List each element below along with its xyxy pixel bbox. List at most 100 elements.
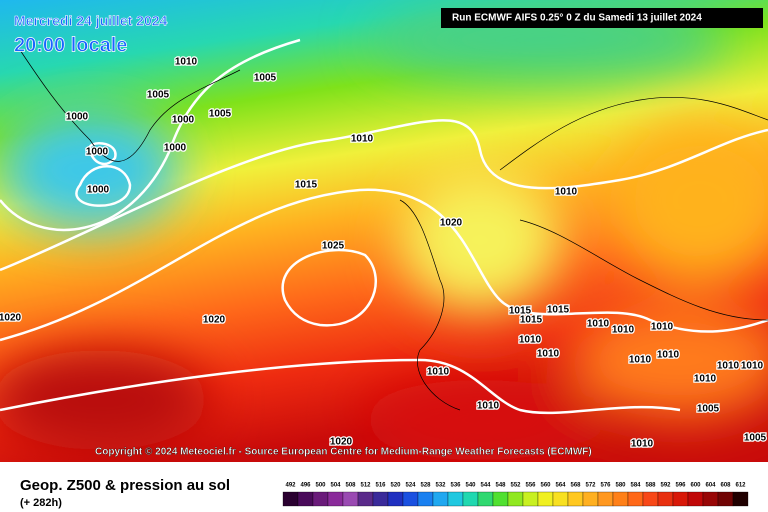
legend-label: 612 xyxy=(735,483,746,489)
legend-label: 524 xyxy=(405,483,416,489)
legend-label: 496 xyxy=(300,483,311,489)
run-info: Run ECMWF AIFS 0.25° 0 Z du Samedi 13 ju… xyxy=(452,13,702,24)
isobar-label: 1000 xyxy=(86,147,109,158)
isobar-label: 1010 xyxy=(612,325,635,336)
legend-label: 516 xyxy=(375,483,386,489)
legend-swatch xyxy=(312,491,329,507)
legend-label: 508 xyxy=(345,483,356,489)
legend-label: 500 xyxy=(315,483,326,489)
isobar-label: 1000 xyxy=(66,112,89,123)
legend-label: 560 xyxy=(540,483,551,489)
legend-label: 576 xyxy=(600,483,611,489)
legend-swatch xyxy=(342,491,359,507)
isobar-label: 1010 xyxy=(631,439,654,450)
legend-label: 536 xyxy=(450,483,461,489)
footer-lead: (+ 282h) xyxy=(20,497,62,509)
footer-title: Geop. Z500 & pression au sol xyxy=(20,477,230,494)
legend-swatch xyxy=(552,491,569,507)
legend-label: 540 xyxy=(465,483,476,489)
legend-swatch xyxy=(507,491,524,507)
isobar-label: 1020 xyxy=(330,437,353,448)
legend-label: 520 xyxy=(390,483,401,489)
legend-label: 552 xyxy=(510,483,521,489)
legend-label: 604 xyxy=(705,483,716,489)
color-legend: 492 496 500 504 508 512 516 520 524 528 532 536 540 5… xyxy=(282,483,749,507)
isobar-label: 1010 xyxy=(427,367,450,378)
legend-swatch xyxy=(357,491,374,507)
isobar-label: 1025 xyxy=(322,241,345,252)
legend-label: 592 xyxy=(660,483,671,489)
legend-label: 528 xyxy=(420,483,431,489)
legend-swatch xyxy=(597,491,614,507)
isobar-label: 1015 xyxy=(520,315,543,326)
legend-swatch xyxy=(282,491,299,507)
legend-swatch xyxy=(372,491,389,507)
isobar-label: 1010 xyxy=(587,319,610,330)
legend-label: 548 xyxy=(495,483,506,489)
isobar-label: 1015 xyxy=(509,306,532,317)
legend-label: 544 xyxy=(480,483,491,489)
legend-swatch xyxy=(657,491,674,507)
isobar-label: 1005 xyxy=(254,73,277,84)
isobar-label: 1010 xyxy=(741,361,764,372)
isobar-label: 1010 xyxy=(555,187,578,198)
isobar-label: 1000 xyxy=(164,143,187,154)
legend-swatch xyxy=(417,491,434,507)
legend-label: 504 xyxy=(330,483,341,489)
isobar-label: 1010 xyxy=(651,322,674,333)
copyright: Copyright © 2024 Meteociel.fr - Source E… xyxy=(95,447,592,458)
legend-label: 532 xyxy=(435,483,446,489)
legend-swatch xyxy=(732,491,749,507)
legend-swatch xyxy=(462,491,479,507)
run-box xyxy=(441,8,763,28)
isobar-label: 1010 xyxy=(519,335,542,346)
isobar-label: 1020 xyxy=(0,313,22,324)
isobar-label: 1005 xyxy=(697,404,720,415)
field xyxy=(0,0,768,462)
legend-label: 556 xyxy=(525,483,536,489)
legend-label: 584 xyxy=(630,483,641,489)
isobar-labels: 1010 1005 1005 1000 1000 1005 1000 1000 1000 1010… xyxy=(0,55,768,451)
legend-swatch xyxy=(432,491,449,507)
isobar-label: 1010 xyxy=(537,349,560,360)
legend-label: 512 xyxy=(360,483,371,489)
legend-label: 596 xyxy=(675,483,686,489)
isobar-label: 1005 xyxy=(209,109,232,120)
isobar-label: 1010 xyxy=(175,57,198,68)
isobar-label: 1005 xyxy=(147,90,170,101)
isobar-label: 1010 xyxy=(477,401,500,412)
legend-swatch xyxy=(627,491,644,507)
isobar-label: 1005 xyxy=(744,433,767,444)
legend-swatch xyxy=(447,491,464,507)
time: 20:00 locale xyxy=(14,34,127,56)
isobar-label: 1010 xyxy=(717,361,740,372)
legend-label: 580 xyxy=(615,483,626,489)
legend-label: 588 xyxy=(645,483,656,489)
isobar-label: 1015 xyxy=(547,305,570,316)
isobar-label: 1015 xyxy=(295,180,318,191)
date: Mercredi 24 juillet 2024 xyxy=(14,13,168,29)
legend-swatch xyxy=(522,491,539,507)
legend-swatch xyxy=(387,491,404,507)
legend-swatch xyxy=(567,491,584,507)
legend-label: 572 xyxy=(585,483,596,489)
legend-label: 600 xyxy=(690,483,701,489)
legend-swatch xyxy=(327,491,344,507)
legend-swatch xyxy=(402,491,419,507)
coastlines xyxy=(19,49,768,411)
legend-swatch xyxy=(642,491,659,507)
legend-swatch xyxy=(702,491,719,507)
isobar-label: 1020 xyxy=(203,315,226,326)
isobar-label: 1010 xyxy=(629,355,652,366)
isobar-label: 1000 xyxy=(172,115,195,126)
isobar-label: 1020 xyxy=(440,218,463,229)
legend-swatch xyxy=(672,491,689,507)
legend-swatch xyxy=(492,491,509,507)
isobar-label: 1010 xyxy=(351,134,374,145)
legend-swatch xyxy=(612,491,629,507)
legend-swatch xyxy=(582,491,599,507)
legend-label: 564 xyxy=(555,483,566,489)
legend-label: 492 xyxy=(285,483,296,489)
legend-label: 608 xyxy=(720,483,731,489)
